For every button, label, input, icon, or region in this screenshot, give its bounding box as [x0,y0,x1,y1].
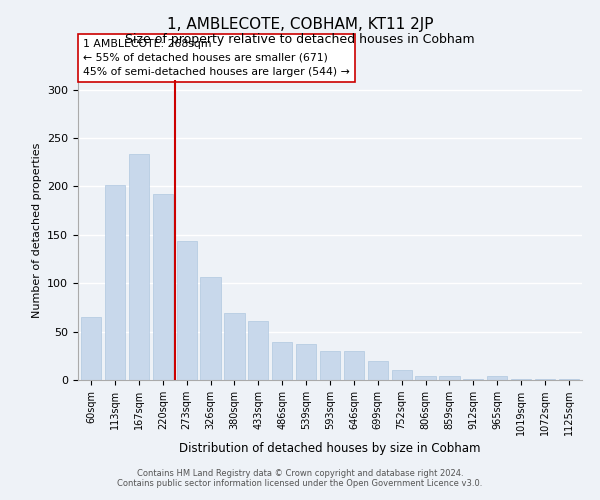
X-axis label: Distribution of detached houses by size in Cobham: Distribution of detached houses by size … [179,442,481,455]
Text: 1, AMBLECOTE, COBHAM, KT11 2JP: 1, AMBLECOTE, COBHAM, KT11 2JP [167,18,433,32]
Bar [344,351,364,380]
Bar [272,342,292,380]
Bar [224,313,245,380]
Bar [105,184,125,380]
Bar [487,376,508,380]
Text: Contains HM Land Registry data © Crown copyright and database right 2024.: Contains HM Land Registry data © Crown c… [137,469,463,478]
Bar [320,351,340,380]
Bar [176,240,197,380]
Bar [463,379,484,380]
Bar [415,376,436,380]
Bar [200,278,221,380]
Bar [152,194,173,380]
Text: 1 AMBLECOTE: 268sqm
← 55% of detached houses are smaller (671)
45% of semi-detac: 1 AMBLECOTE: 268sqm ← 55% of detached ho… [83,39,350,77]
Bar [129,154,149,380]
Bar [559,379,579,380]
Bar [248,321,268,380]
Bar [392,370,412,380]
Bar [368,360,388,380]
Text: Contains public sector information licensed under the Open Government Licence v3: Contains public sector information licen… [118,479,482,488]
Bar [296,344,316,380]
Bar [511,379,531,380]
Text: Size of property relative to detached houses in Cobham: Size of property relative to detached ho… [125,32,475,46]
Y-axis label: Number of detached properties: Number of detached properties [32,142,41,318]
Bar [439,376,460,380]
Bar [81,317,101,380]
Bar [535,379,555,380]
